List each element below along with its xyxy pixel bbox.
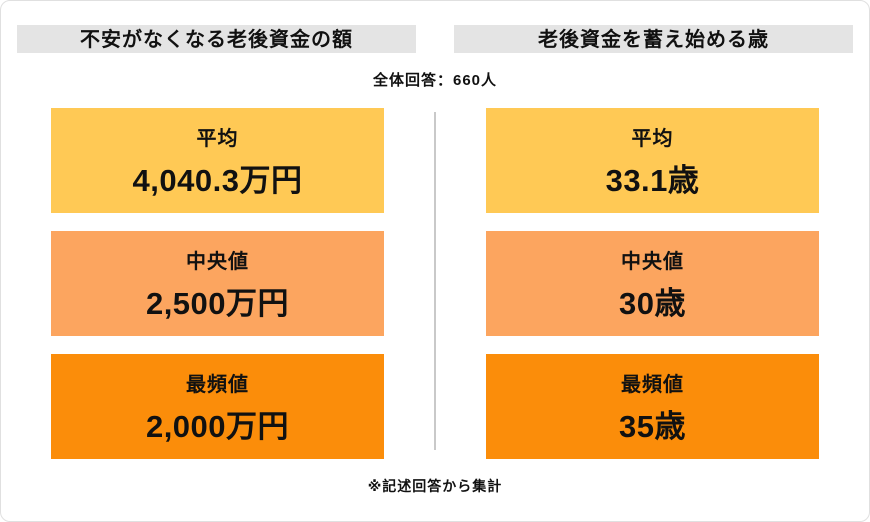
footnote: ※記述回答から集計: [367, 478, 503, 494]
stat-box-age-median: 中央値 30歳: [486, 231, 819, 336]
stat-value: 2,000万円: [145, 408, 290, 444]
stat-box-age-average: 平均 33.1歳: [486, 108, 819, 213]
stat-value: 30歳: [619, 285, 686, 321]
section-headers: 不安がなくなる老後資金の額 老後資金を蓄え始める歳: [1, 25, 869, 53]
left-column-fund-amount: 平均 4,040.3万円 中央値 2,500万円 最頻値 2,000万円: [1, 108, 434, 460]
stat-label: 平均: [196, 127, 239, 150]
stats-columns: 平均 4,040.3万円 中央値 2,500万円 最頻値 2,000万円 平均 …: [1, 108, 869, 460]
stat-label: 最頻値: [621, 373, 684, 396]
right-column-start-age: 平均 33.1歳 中央値 30歳 最頻値 35歳: [436, 108, 869, 460]
vertical-divider: [434, 112, 436, 450]
left-section-title: 不安がなくなる老後資金の額: [17, 25, 416, 53]
stat-value: 35歳: [619, 408, 686, 444]
respondents-note: 全体回答：660人: [372, 72, 498, 89]
stat-label: 中央値: [186, 250, 249, 273]
stat-box-fund-mode: 最頻値 2,000万円: [51, 354, 384, 459]
stat-label: 中央値: [621, 250, 684, 273]
stat-value: 2,500万円: [145, 285, 290, 321]
stat-box-age-mode: 最頻値 35歳: [486, 354, 819, 459]
stat-value: 33.1歳: [605, 162, 700, 198]
right-section-title: 老後資金を蓄え始める歳: [454, 25, 853, 53]
stat-box-fund-median: 中央値 2,500万円: [51, 231, 384, 336]
stat-box-fund-average: 平均 4,040.3万円: [51, 108, 384, 213]
stat-label: 平均: [631, 127, 674, 150]
stat-value: 4,040.3万円: [132, 162, 303, 198]
stat-label: 最頻値: [186, 373, 249, 396]
